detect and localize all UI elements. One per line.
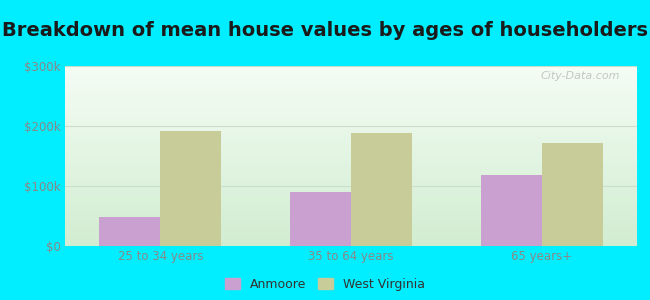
Text: City-Data.com: City-Data.com bbox=[540, 71, 620, 81]
Bar bbox=[161, 131, 222, 246]
Bar bbox=[290, 192, 351, 246]
Text: Breakdown of mean house values by ages of householders: Breakdown of mean house values by ages o… bbox=[2, 21, 648, 40]
Bar bbox=[541, 143, 603, 246]
Bar bbox=[480, 175, 541, 246]
Legend: Anmoore, West Virginia: Anmoore, West Virginia bbox=[224, 278, 426, 291]
Bar bbox=[351, 133, 412, 246]
Bar bbox=[99, 217, 161, 246]
